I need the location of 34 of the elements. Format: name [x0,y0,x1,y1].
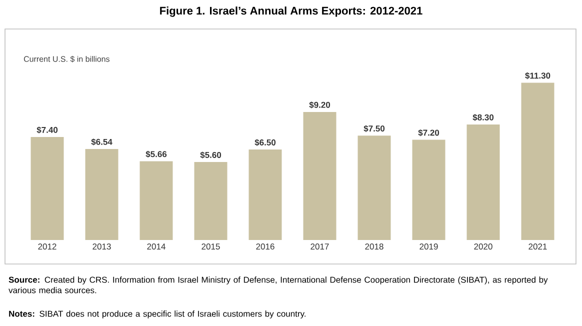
data-label: $5.60 [200,152,222,159]
bar [412,140,446,240]
bar [85,148,118,240]
x-tick-label: 2013 [92,244,111,250]
data-label: $7.20 [418,129,440,136]
data-label: $8.30 [472,114,494,121]
bar [248,150,282,240]
data-label: $9.20 [309,101,330,108]
x-tick-label: 2012 [38,244,56,250]
chart-title: Figure 1. Israel’s Annual Arms Exports: 2012-2021 [160,6,422,17]
x-tick-label: 2019 [420,244,438,250]
bar [521,82,554,240]
data-label: $6.54 [91,138,112,146]
bar [303,112,336,240]
data-label: $11.30 [525,72,550,80]
x-tick-label: 2020 [474,244,492,250]
x-tick-label: 2021 [528,244,547,250]
x-tick-label: 2015 [202,244,220,250]
bar [358,136,391,240]
x-tick-label: 2018 [365,244,384,250]
data-label: $5.66 [146,150,167,158]
text: Notes: SIBAT does not produce a specific list of Israeli customers by country. [9,310,306,318]
bar [194,162,228,240]
data-label: $7.50 [364,125,385,132]
x-tick-label: 2017 [310,244,329,250]
data-label: $7.40 [36,126,58,134]
data-label: $6.50 [254,139,276,146]
x-tick-label: 2016 [256,244,274,250]
text: Source: Created by CRS. Information from Israel Ministry of Defense, International Defense Cooperation Directorate (SIBAT), as reported by various media sources. [8,276,548,294]
y-axis-title: Current U.S. $ in billions [24,56,110,62]
bar [140,161,173,240]
x-tick-label: 2014 [147,244,166,250]
bar [466,124,500,240]
bar [30,137,64,240]
